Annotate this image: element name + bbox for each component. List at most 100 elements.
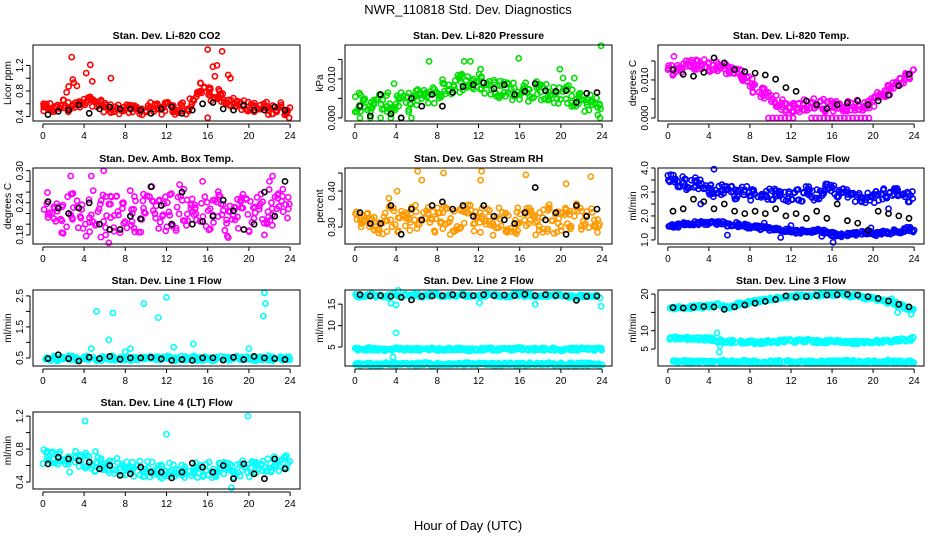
black-point xyxy=(366,292,374,300)
y-axis-label: ml/min xyxy=(315,313,326,342)
black-point xyxy=(428,91,436,98)
x-tick-label: 4 xyxy=(81,376,87,387)
colored-point xyxy=(789,196,797,203)
x-tick-label: 24 xyxy=(285,254,297,265)
data-points xyxy=(664,53,917,122)
colored-point xyxy=(823,228,830,235)
colored-point xyxy=(277,99,285,106)
colored-point xyxy=(688,220,696,228)
outlier-point xyxy=(477,176,484,184)
x-tick-label: 0 xyxy=(665,254,671,265)
outlier-point xyxy=(66,468,74,476)
x-axis: 0 4 8 12 16 20 24 xyxy=(352,246,608,265)
colored-point xyxy=(598,361,606,369)
outlier-point xyxy=(87,345,95,352)
colored-point xyxy=(478,215,486,223)
black-point xyxy=(731,207,738,215)
colored-point xyxy=(264,107,272,114)
colored-point xyxy=(69,189,77,197)
black-point xyxy=(459,291,467,299)
colored-point xyxy=(909,195,917,202)
outlier-point xyxy=(478,167,485,175)
plot-frame xyxy=(32,44,301,122)
black-point xyxy=(833,101,841,109)
black-point xyxy=(168,474,176,482)
y-axis: 0.30 0.40 xyxy=(327,172,343,237)
black-point xyxy=(449,89,457,96)
black-point xyxy=(874,294,882,302)
black-point xyxy=(573,98,580,106)
colored-point xyxy=(255,202,263,210)
black-point xyxy=(521,209,529,217)
outlier-point xyxy=(907,310,915,318)
black-point xyxy=(741,68,749,75)
colored-point xyxy=(795,358,803,366)
black-point xyxy=(669,66,677,74)
outlier-point xyxy=(393,187,401,195)
x-tick-label: 12 xyxy=(785,131,797,142)
black-point xyxy=(75,101,83,109)
colored-point xyxy=(812,226,820,234)
x-tick-label: 8 xyxy=(747,131,753,142)
colored-point xyxy=(867,95,875,102)
outlier-point xyxy=(389,353,397,361)
colored-point xyxy=(359,217,367,225)
outlier-point xyxy=(716,342,724,350)
black-point xyxy=(188,106,196,114)
y-axis: 5 10 20 xyxy=(640,288,656,352)
black-point xyxy=(690,195,697,203)
outlier-point xyxy=(787,222,795,229)
x-axis: 0 4 8 12 16 20 24 xyxy=(40,368,296,387)
colored-point xyxy=(718,181,726,189)
black-point xyxy=(823,214,831,222)
black-point xyxy=(157,355,165,363)
black-point xyxy=(792,210,800,217)
colored-point xyxy=(594,228,601,236)
black-point xyxy=(250,470,258,478)
panel-title: Stan. Dev. Line 4 (LT) Flow xyxy=(100,397,233,409)
black-point xyxy=(542,87,549,94)
colored-point xyxy=(477,84,485,92)
plot-frame xyxy=(657,44,925,122)
outlier-point xyxy=(414,167,422,175)
black-point xyxy=(480,79,488,87)
black-point xyxy=(792,88,800,95)
colored-point xyxy=(497,222,505,230)
outlier-point xyxy=(670,53,678,60)
outlier-point xyxy=(476,299,483,307)
y-tick-label: 2.0 xyxy=(640,209,651,223)
colored-point xyxy=(547,346,555,354)
black-point xyxy=(469,212,477,220)
panel-2: Stan. Dev. Li-820 Pressure 0 4 8 12 16 20 24 0.0… xyxy=(315,30,613,142)
y-axis-label: kPa xyxy=(315,74,326,92)
colored-point xyxy=(836,231,844,239)
outlier-point xyxy=(105,336,113,344)
colored-point xyxy=(478,212,486,220)
x-tick-label: 20 xyxy=(243,254,255,265)
data-points xyxy=(40,46,294,122)
black-point xyxy=(459,202,467,209)
colored-point xyxy=(593,94,600,102)
colored-point xyxy=(87,211,95,219)
y-axis: 5 10 15 xyxy=(327,298,343,350)
black-point xyxy=(75,357,83,365)
colored-point xyxy=(760,359,767,366)
outlier-point xyxy=(425,58,433,65)
black-point xyxy=(792,293,800,301)
black-point xyxy=(751,299,759,307)
black-point xyxy=(720,59,728,67)
colored-point xyxy=(562,204,569,212)
black-point xyxy=(511,220,518,227)
x-axis-label: Hour of Day (UTC) xyxy=(414,518,522,533)
colored-point xyxy=(557,226,565,234)
x-tick-label: 24 xyxy=(285,131,297,142)
panel-5: Stan. Dev. Gas Stream RH0 4 8 12 16 20 240.300… xyxy=(315,153,613,265)
colored-point xyxy=(684,184,691,191)
data-points xyxy=(39,412,294,492)
y-tick-label: 0.30 xyxy=(15,161,26,181)
colored-point xyxy=(281,454,288,461)
black-point xyxy=(85,199,93,207)
colored-point xyxy=(89,187,97,194)
colored-point xyxy=(472,361,480,368)
